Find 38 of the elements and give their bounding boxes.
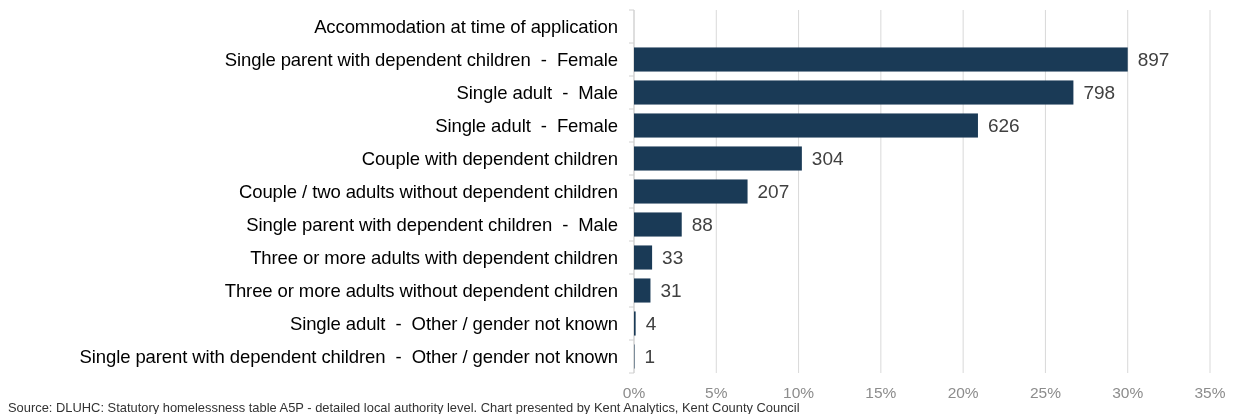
source-note: Source: DLUHC: Statutory homelessness table A5P - detailed local authority level. Chart presented by Kent Analytics, Kent County Council [8,400,800,414]
annotation: 304 [811,148,844,170]
bar [634,278,651,303]
bar [634,80,1074,105]
annotation: 31 [660,280,682,302]
bar [634,146,802,171]
annotation: 626 [987,115,1020,137]
annotation: 88 [691,214,713,236]
x-tick-label: 10% [783,384,815,401]
annotation: 897 [1137,49,1170,71]
annotation: 33 [662,247,684,269]
x-tick-label: 0% [622,384,646,401]
annotation: 4 [645,313,657,335]
annotation: 207 [757,181,790,203]
bar [634,47,1128,72]
y-tick-label: Single adult - Other / gender not known [289,313,618,335]
annotation: 1 [644,346,656,368]
y-tick-label: Single parent with dependent children - Other / gender not known [79,346,618,368]
x-tick-label: 35% [1194,384,1226,401]
y-tick-label: Couple / two adults without dependent children [238,181,618,203]
x-tick-label: 25% [1029,384,1062,401]
x-tick-label: 30% [1112,384,1144,401]
bar [634,179,748,204]
y-tick-label: Accommodation at time of application [314,16,618,38]
bar [634,113,978,138]
y-tick-label: Couple with dependent children [361,148,618,170]
x-tick-label: 5% [705,384,728,401]
y-tick-label: Single adult - Male [456,82,618,104]
annotation: 798 [1083,82,1116,104]
x-tick-label: 15% [865,384,897,401]
y-tick-label: Three or more adults without dependent children [224,280,618,302]
y-tick-label: Single parent with dependent children - Male [246,214,618,236]
bar [634,245,653,270]
x-tick-label: 20% [947,384,979,401]
y-tick-label: Three or more adults with dependent children [250,247,618,269]
y-tick-label: Single adult - Female [435,115,618,137]
y-tick-label: Single parent with dependent children - Female [224,49,618,71]
bar [634,212,682,237]
